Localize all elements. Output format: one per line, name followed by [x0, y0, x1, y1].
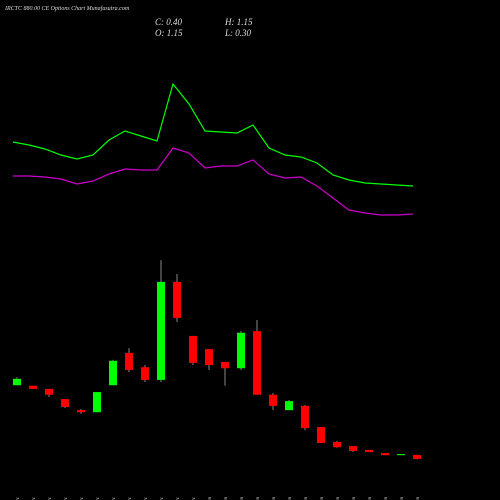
candle-body [77, 410, 85, 413]
x-tick-label: 08 Jan [288, 497, 293, 500]
x-tick-label: 03 Jan [240, 497, 245, 500]
x-tick-label: 13 Dec [32, 496, 37, 500]
candle-body [93, 392, 101, 413]
indicator-line [13, 147, 414, 216]
chart-title: IRCTC 880.00 CE Options Chart Munafasutr… [4, 5, 130, 12]
indicator-line [12, 82, 414, 187]
x-tick-label: 16 Jan [384, 497, 389, 500]
candle-body [29, 385, 37, 389]
x-tick-label: 17 Dec [64, 496, 69, 500]
x-tick-label: 09 Jan [304, 497, 309, 500]
candle-body [109, 360, 117, 386]
candle-body [349, 446, 357, 451]
x-tick-label: 23 Dec [112, 496, 117, 500]
candle-body [125, 352, 133, 370]
candle-body [301, 405, 309, 429]
ohlc-high: H: 1.15 [224, 17, 253, 27]
candle-body [397, 454, 405, 456]
x-tick-label: 27 Dec [160, 496, 165, 500]
candle-body [317, 427, 325, 443]
x-tick-label: 10 Jan [320, 497, 325, 500]
x-tick-label: 17 Jan [400, 497, 405, 500]
candle-body [365, 449, 373, 452]
x-tick-label: 06 Jan [256, 497, 261, 500]
ohlc-close: C: 0.40 [155, 17, 183, 27]
x-tick-label: 18 Dec [80, 496, 85, 500]
candle-body [285, 401, 293, 411]
candle-body [13, 378, 21, 386]
x-tick-label: 12 Dec [16, 496, 21, 500]
x-tick-label: 13 Jan [336, 497, 341, 500]
candle-body [269, 394, 277, 406]
candle-body [205, 349, 213, 366]
ohlc-low: L: 0.30 [224, 28, 252, 38]
x-tick-label: 31 Dec [192, 496, 197, 500]
candle-body [141, 367, 149, 380]
candle-body [61, 398, 69, 407]
x-tick-label: 14 Jan [352, 497, 357, 500]
x-tick-label: 01 Jan [208, 497, 213, 500]
ohlc-open: O: 1.15 [155, 28, 183, 38]
x-tick-label: 19 Dec [96, 496, 101, 500]
candle-body [237, 332, 245, 369]
x-tick-label: 20 Jan [416, 497, 421, 500]
candle-body [45, 388, 53, 395]
candle-body [173, 281, 181, 318]
x-tick-label: 15 Jan [368, 497, 373, 500]
x-tick-label: 26 Dec [144, 496, 149, 500]
candle-body [221, 361, 229, 369]
candle-body [157, 281, 165, 380]
candle-body [333, 441, 341, 448]
x-tick-label: 30 Dec [176, 496, 181, 500]
candle-body [413, 454, 421, 459]
x-tick-label: 02 Jan [224, 497, 229, 500]
candle-body [253, 331, 261, 395]
x-tick-label: 16 Dec [48, 496, 53, 500]
candle-body [189, 335, 197, 363]
x-tick-label: 24 Dec [128, 496, 133, 500]
x-tick-label: 07 Jan [272, 497, 277, 500]
candle-body [381, 453, 389, 456]
